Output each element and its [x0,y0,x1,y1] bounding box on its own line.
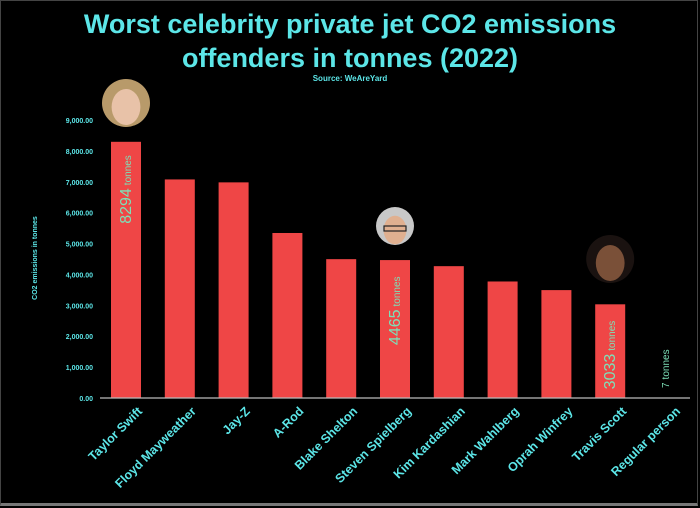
bar [272,232,303,398]
bar [218,182,249,398]
chart-title-line-1: Worst celebrity private jet CO2 emission… [83,9,617,39]
x-tick-label: Travis Scott [569,404,630,465]
data-label-unit: tonnes [607,321,618,351]
bar [380,260,410,398]
data-label-unit: tonnes [392,276,403,306]
glasses-icon [383,225,407,232]
y-tick-label: 1,000.00 [66,365,93,372]
bar [541,290,572,398]
bar [487,281,518,398]
x-tick-label: A-Rod [270,404,306,440]
data-label-unit: tonnes [123,155,134,185]
data-label: 7 tonnes [661,349,672,388]
y-tick-label: 8,000.00 [66,149,93,156]
bar [164,179,195,398]
x-tick-label: Jay-Z [220,404,253,437]
celebrity-photo-face [383,215,407,245]
y-tick-label: 0.00 [79,396,93,403]
data-label: 4465 tonnes [387,276,404,345]
bar [433,266,464,398]
celebrity-photo-face [595,245,625,281]
celebrity-photo-face [111,89,141,125]
data-label-number: 7 [661,382,672,388]
data-label-number: 8294 [118,188,135,224]
bar [111,141,141,398]
y-tick-label: 3,000.00 [66,303,93,310]
y-axis-label: CO2 emissions in tonnes [32,216,39,300]
y-tick-label: 2,000.00 [66,334,93,341]
y-tick-label: 7,000.00 [66,180,93,187]
chart-title-line-2: offenders in tonnes (2022) [181,43,519,73]
bar [595,304,626,398]
data-label: 8294 tonnes [118,155,135,224]
x-tick-label: Taylor Swift [86,404,146,464]
data-label: 3033 tonnes [602,321,619,390]
data-label-number: 4465 [387,309,404,345]
y-tick-label: 6,000.00 [66,211,93,218]
chart-source: Source: WeAreYard [312,74,388,83]
y-tick-label: 9,000.00 [66,118,93,125]
data-label-number: 3033 [602,354,619,390]
y-tick-label: 4,000.00 [66,272,93,279]
y-tick-label: 5,000.00 [66,242,93,249]
data-label-unit: tonnes [661,349,672,379]
bar [326,259,357,398]
